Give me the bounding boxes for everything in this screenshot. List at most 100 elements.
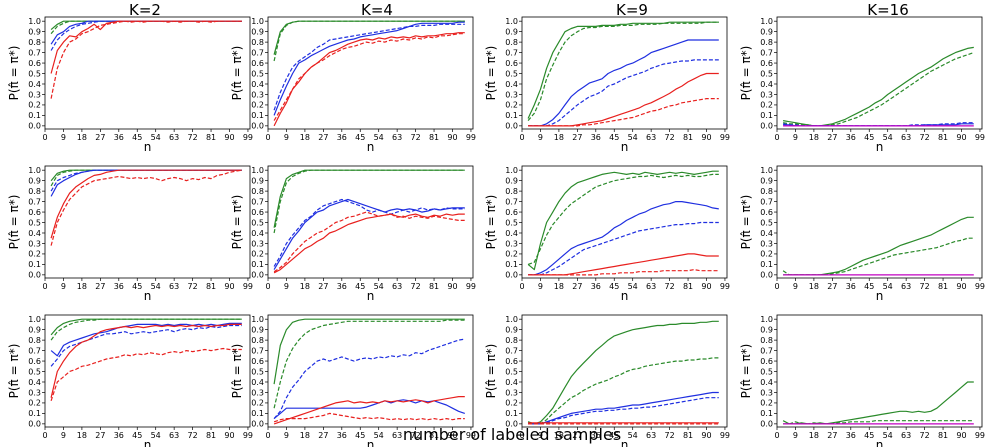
series-line-green-dashed — [273, 319, 465, 409]
series-line-blue-dashed — [273, 198, 465, 267]
subplot-ylabel: P(π̂ = π*) — [484, 195, 498, 250]
series-line-green-dashed — [273, 20, 465, 62]
y-tick-label: 0.8 — [251, 187, 264, 196]
x-tick-label: 36 — [337, 282, 347, 291]
y-tick-label: 0.6 — [760, 59, 773, 68]
x-tick-label: 63 — [646, 431, 656, 440]
subplot-r2-c2: 0.0 0.10.2 0.30.4 0.50.6 0.70.8 0.91.0 0 9 18 27 3… — [484, 314, 730, 447]
y-tick-label: 1.0 — [28, 17, 41, 26]
y-tick-label: 1.0 — [760, 315, 773, 324]
x-tick-label: 72 — [920, 431, 930, 440]
x-tick-label: 0 — [519, 282, 524, 291]
y-tick-label: 0.1 — [505, 111, 518, 120]
y-tick-label: 0.7 — [505, 48, 518, 57]
x-tick-label: 72 — [411, 431, 421, 440]
series-line-red-dashed — [528, 97, 719, 127]
x-tick-label: 81 — [206, 282, 216, 291]
y-tick-label: 0.5 — [760, 69, 773, 78]
subplot-frame — [44, 16, 251, 130]
subplot-r1-c1: 0.0 0.10.2 0.30.4 0.50.6 0.70.8 0.91.0 0 9 18 27 3… — [230, 165, 476, 303]
subplot-frame — [521, 16, 728, 130]
x-tick-label: 36 — [337, 431, 347, 440]
x-tick-label: 27 — [318, 133, 328, 142]
y-tick-label: 1.0 — [760, 17, 773, 26]
subplot-ylabel: P(π̂ = π*) — [739, 344, 753, 399]
x-tick-label: 81 — [683, 431, 693, 440]
x-tick-label: 99 — [243, 431, 253, 440]
series-line-blue-solid — [273, 21, 465, 116]
y-tick-label: 0.9 — [505, 176, 518, 185]
subplot-r0-c0: 0.0 0.10.2 0.30.4 0.50.6 0.70.8 0.91.0 0 9 18 27 3… — [7, 16, 253, 154]
series-line-green-solid — [273, 169, 465, 228]
x-tick-label: 0 — [42, 431, 47, 440]
x-tick-label: 0 — [265, 431, 270, 440]
series-line-red-solid — [50, 323, 242, 398]
x-tick-label: 36 — [114, 133, 124, 142]
x-tick-label: 0 — [774, 431, 779, 440]
x-tick-label: 72 — [665, 133, 675, 142]
y-tick-label: 0.4 — [505, 229, 518, 238]
x-tick-label: 9 — [538, 133, 543, 142]
series-line-green-solid — [527, 320, 719, 425]
x-tick-label: 54 — [883, 431, 893, 440]
x-tick-label: 9 — [793, 133, 798, 142]
y-tick-label: 0.5 — [251, 218, 264, 227]
x-tick-label: 36 — [846, 133, 856, 142]
x-tick-label: 99 — [243, 282, 253, 291]
y-tick-label: 0.5 — [28, 69, 41, 78]
x-tick-label: 36 — [591, 133, 601, 142]
series-line-red-dashed — [273, 412, 465, 423]
subplot-ylabel: P(π̂ = π*) — [484, 46, 498, 101]
subplot-xlabel: n — [144, 289, 152, 303]
series-group — [50, 318, 242, 401]
y-tick-label: 0.6 — [505, 357, 518, 366]
y-tick-label: 0.5 — [505, 69, 518, 78]
subplot-ylabel: P(π̂ = π*) — [7, 344, 21, 399]
y-tick-label: 0.9 — [28, 325, 41, 334]
x-tick-label: 45 — [609, 431, 619, 440]
y-tick-label: 0.8 — [505, 38, 518, 47]
series-line-green-dashed — [527, 357, 719, 425]
x-tick-label: 81 — [938, 133, 948, 142]
y-tick-label: 0.1 — [760, 260, 773, 269]
y-tick-label: 0.1 — [28, 409, 41, 418]
column-title-k9: K=9 — [616, 1, 648, 19]
x-tick-label: 18 — [77, 133, 87, 142]
series-group — [273, 20, 465, 127]
x-tick-label: 81 — [206, 431, 216, 440]
x-tick-label: 45 — [132, 282, 142, 291]
y-tick-label: 0.9 — [28, 27, 41, 36]
subplot-r2-c3: 0.0 0.10.2 0.30.4 0.50.6 0.70.8 0.91.0 0 9 18 27 3… — [739, 314, 985, 447]
x-tick-label: 54 — [628, 282, 638, 291]
x-tick-label: 18 — [300, 282, 310, 291]
subplot-ylabel: P(π̂ = π*) — [739, 46, 753, 101]
series-group — [273, 318, 465, 425]
subplot-xlabel: n — [367, 289, 375, 303]
y-tick-label: 0.3 — [28, 388, 41, 397]
y-tick-label: 0.3 — [28, 90, 41, 99]
x-tick-label: 27 — [572, 431, 582, 440]
y-tick-label: 0.5 — [251, 367, 264, 376]
x-tick-label: 99 — [975, 431, 985, 440]
subplot-xlabel: n — [621, 140, 629, 154]
series-line-green-solid — [782, 381, 974, 425]
y-tick-label: 0.9 — [760, 325, 773, 334]
column-title-k4: K=4 — [361, 1, 393, 19]
y-tick-label: 1.0 — [505, 315, 518, 324]
y-tick-label: 0.4 — [28, 229, 41, 238]
y-tick-label: 0.3 — [505, 239, 518, 248]
x-tick-label: 9 — [538, 282, 543, 291]
series-line-red-solid — [528, 72, 719, 127]
subplot-frame — [776, 314, 983, 428]
y-tick-label: 0.4 — [760, 378, 773, 387]
x-tick-label: 45 — [609, 282, 619, 291]
x-tick-label: 0 — [42, 282, 47, 291]
subplot-ylabel: P(π̂ = π*) — [230, 46, 244, 101]
x-tick-label: 18 — [554, 431, 564, 440]
x-tick-label: 45 — [132, 431, 142, 440]
x-tick-label: 54 — [628, 431, 638, 440]
series-group — [782, 216, 974, 276]
y-tick-label: 0.1 — [505, 409, 518, 418]
x-tick-label: 36 — [114, 431, 124, 440]
x-tick-label: 72 — [665, 282, 675, 291]
